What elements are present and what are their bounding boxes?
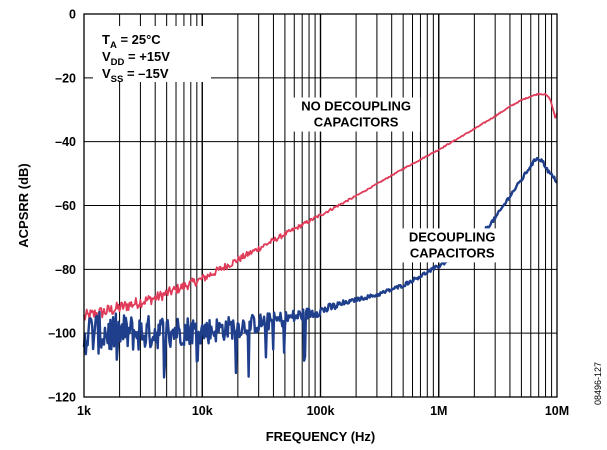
x-tick-label: 1k: [77, 404, 91, 418]
series-line-1: [83, 92, 558, 322]
condition-symbol: V: [102, 49, 111, 64]
y-tick-label: –100: [48, 327, 76, 341]
y-tick-label: –120: [48, 391, 76, 405]
figure-id: 08496-127: [593, 362, 603, 405]
condition-value: = –15V: [123, 66, 169, 81]
annotations: NO DECOUPLINGCAPACITORSDECOUPLINGCAPACIT…: [292, 97, 507, 263]
annotation-label: CAPACITORS: [410, 245, 495, 260]
x-tick-label: 100k: [307, 404, 335, 418]
y-tick-label: 0: [69, 8, 76, 22]
annotation-label: DECOUPLING: [409, 229, 496, 244]
condition-subscript: SS: [111, 74, 124, 85]
condition-line: TA = 25°C: [102, 32, 161, 51]
condition-symbol: V: [102, 66, 111, 81]
y-tick-label: –40: [55, 135, 76, 149]
annotation-background: [398, 228, 507, 263]
annotation-background: [292, 97, 421, 132]
plot-frame: [83, 13, 558, 398]
annotation-label: NO DECOUPLING: [301, 99, 411, 114]
condition-subscript: DD: [111, 57, 125, 68]
condition-symbol: T: [102, 32, 110, 47]
y-tick-label: –60: [55, 199, 76, 213]
conditions-box: [93, 26, 211, 82]
x-axis-title: FREQUENCY (Hz): [266, 429, 376, 444]
y-tick-label: –80: [55, 263, 76, 277]
x-tick-label: 1M: [430, 404, 447, 418]
annotation-label: CAPACITORS: [314, 115, 399, 130]
x-tick-label: 10M: [545, 404, 569, 418]
condition-subscript: A: [110, 40, 117, 51]
y-axis-title: ACPSRR (dB): [16, 163, 31, 248]
condition-value: = +15V: [124, 49, 170, 64]
condition-value: = 25°C: [117, 32, 161, 47]
y-tick-label: –20: [55, 71, 76, 85]
condition-line: VSS = –15V: [102, 66, 169, 85]
x-tick-label: 10k: [192, 404, 213, 418]
condition-line: VDD = +15V: [102, 49, 170, 68]
